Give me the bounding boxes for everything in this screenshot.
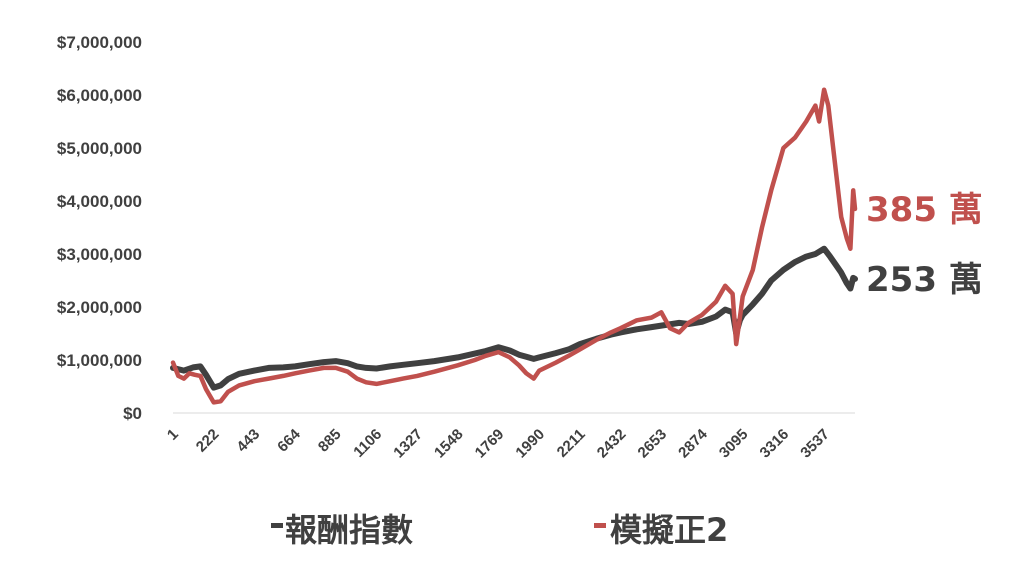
x-axis-ticks: 1 222 443 664 885 1106 1327 1548 1769 1990 2211 243… xyxy=(164,425,833,461)
x-tick-label: 443 xyxy=(233,426,263,456)
y-tick-label: $0 xyxy=(123,404,142,423)
x-tick-label: 2874 xyxy=(675,425,711,461)
series-lines xyxy=(170,87,858,405)
y-tick-label: $3,000,000 xyxy=(57,245,142,264)
x-tick-label: 1106 xyxy=(350,426,385,461)
x-tick-label: 2432 xyxy=(594,426,630,462)
series-line-returns-index xyxy=(170,245,858,391)
y-axis-ticks: $0 $1,000,000 $2,000,000 $3,000,000 $4,000,0… xyxy=(57,33,142,423)
y-tick-label: $1,000,000 xyxy=(57,351,142,370)
end-label-returns-index: 253 萬 xyxy=(866,260,983,300)
legend-swatch-returns-index xyxy=(271,523,283,528)
legend-swatch-simulated-2x xyxy=(594,523,606,528)
y-tick-label: $5,000,000 xyxy=(57,139,142,158)
x-tick-label: 2653 xyxy=(635,426,671,462)
series-line-simulated-2x xyxy=(170,87,858,405)
x-tick-label: 1548 xyxy=(431,426,467,462)
x-tick-label: 1769 xyxy=(472,426,508,462)
x-tick-label: 1327 xyxy=(390,426,426,462)
x-tick-label: 1 xyxy=(164,426,182,444)
legend-label-returns-index: 報酬指數 xyxy=(285,511,413,549)
series-end-labels: 253 萬 385 萬 xyxy=(866,190,983,300)
legend: 報酬指數 模擬正2 xyxy=(271,511,728,549)
legend-label-simulated-2x: 模擬正2 xyxy=(610,511,728,549)
x-tick-label: 3095 xyxy=(716,426,752,462)
x-tick-label: 1990 xyxy=(512,426,548,462)
y-tick-label: $6,000,000 xyxy=(57,86,142,105)
end-label-simulated-2x: 385 萬 xyxy=(866,190,983,230)
x-tick-label: 3537 xyxy=(797,426,833,462)
x-tick-label: 222 xyxy=(193,426,223,456)
y-tick-label: $4,000,000 xyxy=(57,192,142,211)
y-tick-label: $7,000,000 xyxy=(57,33,142,52)
x-tick-label: 2211 xyxy=(554,426,589,461)
x-tick-label: 885 xyxy=(315,426,345,456)
y-tick-label: $2,000,000 xyxy=(57,298,142,317)
x-tick-label: 664 xyxy=(274,425,304,455)
x-tick-label: 3316 xyxy=(757,426,793,462)
